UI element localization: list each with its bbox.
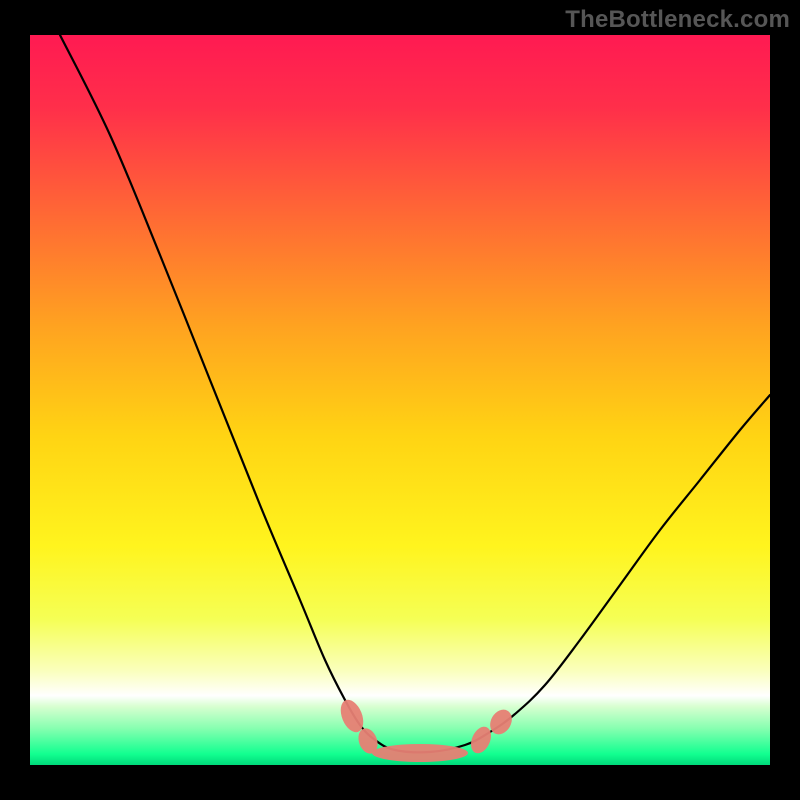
frame-right — [770, 0, 800, 800]
frame-left — [0, 0, 30, 800]
frame-bottom — [0, 765, 800, 800]
chart-svg — [0, 0, 800, 800]
watermark-text: TheBottleneck.com — [565, 6, 790, 34]
plot-background — [30, 35, 770, 765]
curve-marker — [372, 744, 468, 762]
